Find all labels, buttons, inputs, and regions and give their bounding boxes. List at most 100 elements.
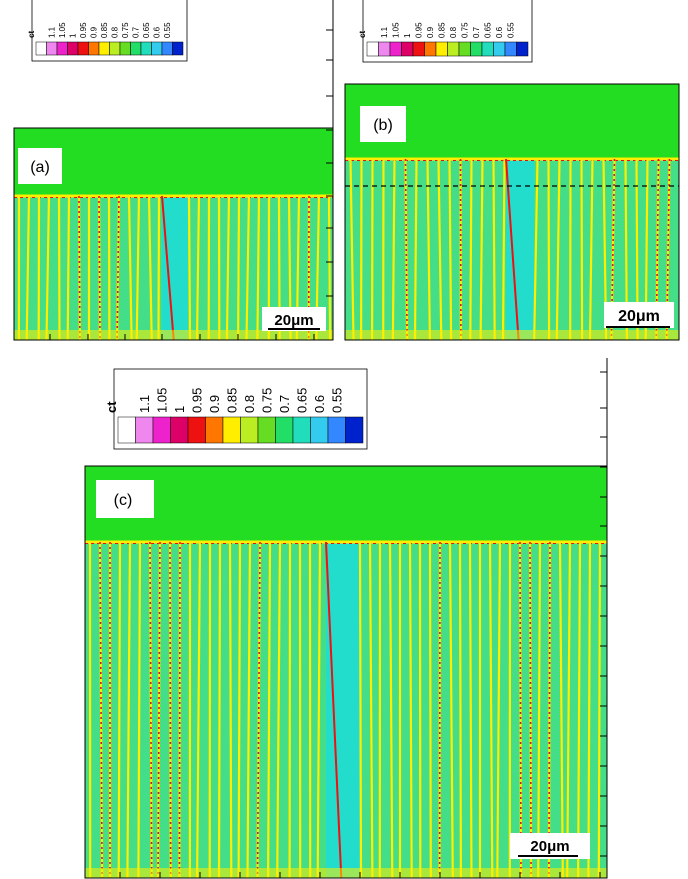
- legend-value: 1: [403, 33, 412, 38]
- wide-grain-core: [326, 542, 360, 878]
- legend-value: 0.8: [111, 26, 120, 38]
- legend-value: 0.9: [426, 26, 435, 38]
- legend-swatch: [119, 41, 131, 56]
- solute-segregation: [519, 541, 522, 878]
- grain-boundary: [533, 158, 539, 340]
- legend-swatch: [345, 416, 364, 444]
- legend-swatch: [435, 41, 448, 57]
- grain-boundary: [391, 158, 396, 340]
- panel-b-label-box: [360, 106, 406, 142]
- grain-boundary: [267, 541, 272, 878]
- legend-swatch: [257, 416, 276, 444]
- grain-boundary: [537, 541, 542, 878]
- grain-boundary: [57, 195, 61, 340]
- legend-swatch: [151, 41, 163, 56]
- grain-boundary: [588, 158, 594, 340]
- grain-boundary: [225, 195, 231, 340]
- legend-swatch: [222, 416, 241, 444]
- grain-boundary: [580, 158, 584, 340]
- legend-swatch: [98, 41, 110, 56]
- legend-swatch: [504, 41, 517, 57]
- legend-value: 1.05: [154, 388, 169, 413]
- grain-boundary: [147, 195, 153, 340]
- grain-boundary: [558, 541, 564, 878]
- legend-title: ct: [27, 31, 36, 38]
- legend-value: 0.6: [312, 395, 327, 413]
- legend-value: 0.7: [277, 395, 292, 413]
- legend-value: 0.6: [495, 26, 504, 38]
- bottom-boundary-band: [85, 868, 607, 878]
- solute-segregation: [548, 541, 551, 878]
- legend-swatch: [187, 416, 206, 444]
- legend-swatch: [46, 41, 58, 56]
- legend-swatch: [424, 41, 437, 57]
- segregation-edge: [161, 195, 175, 340]
- bottom-boundary-band: [345, 330, 679, 340]
- legend-value: 0.95: [79, 22, 88, 38]
- grain-boundary: [45, 195, 51, 340]
- legend-swatch: [117, 416, 136, 444]
- legend-swatch: [35, 41, 47, 56]
- legend-swatch: [401, 41, 414, 57]
- legend-value: 0.9: [207, 395, 222, 413]
- legend-value: 0.55: [163, 22, 172, 38]
- panel-c-scale-text: 20μm: [530, 838, 569, 855]
- legend-swatch: [170, 416, 189, 444]
- panel-b-frame: [344, 83, 680, 341]
- legend-title: ct: [104, 401, 119, 413]
- panel-b-dendrites: [345, 157, 679, 340]
- legend-swatch: [389, 41, 402, 57]
- legend-swatch: [275, 416, 294, 444]
- grain-boundary: [413, 158, 418, 340]
- grain-boundary: [437, 158, 443, 340]
- grain-boundary: [577, 541, 582, 878]
- legend-value: 0.9: [90, 26, 99, 38]
- legend-swatch: [161, 41, 173, 56]
- panel-b-label: (b): [373, 117, 393, 134]
- legend-value: 0.65: [294, 388, 309, 413]
- bottom-boundary-band: [14, 330, 333, 340]
- legend-value: 0.85: [224, 388, 239, 413]
- grain-boundary: [469, 158, 473, 340]
- panel-a: (a) 20μm: [13, 0, 334, 341]
- legend-value: 1.05: [58, 22, 67, 38]
- panel-b: (b) 20μm: [344, 83, 680, 341]
- legend-value: 1: [172, 406, 187, 413]
- grain-boundary: [597, 541, 602, 878]
- legend-value: 1.05: [392, 22, 401, 38]
- legend-swatch: [447, 41, 460, 57]
- legend-swatch: [88, 41, 100, 56]
- grain-boundary: [428, 541, 432, 878]
- segregation-edge: [325, 541, 343, 878]
- legend-value: 0.65: [142, 22, 151, 38]
- grain-boundary: [195, 195, 201, 340]
- panel-a-dendrites: [14, 194, 333, 340]
- legend-swatch: [378, 41, 391, 57]
- legend-swatch: [240, 416, 259, 444]
- grain-boundary: [448, 158, 453, 340]
- grain-boundary: [137, 541, 142, 878]
- legend-swatch: [327, 416, 346, 444]
- segregation-edge: [505, 158, 520, 340]
- wide-grain-core: [506, 159, 534, 340]
- grain-boundary: [126, 541, 132, 878]
- grain-boundary: [458, 541, 462, 878]
- legend-value: 1.1: [380, 26, 389, 38]
- grain-boundary: [246, 541, 252, 878]
- panel-c: (c) 20μm: [84, 358, 608, 879]
- legend-swatch: [481, 41, 494, 57]
- panel-a-scale-box: [262, 307, 326, 331]
- grain-boundary: [217, 541, 222, 878]
- panel-a-label: (a): [30, 159, 50, 176]
- legend-swatch: [458, 41, 471, 57]
- panel-b-scale-box: [604, 302, 674, 328]
- solute-segregation: [404, 158, 408, 340]
- grain-boundary: [501, 158, 506, 340]
- legend-swatch: [77, 41, 89, 56]
- legend-value: 0.85: [100, 22, 109, 38]
- legend-large-c: ct 1.1 1.05 1 0.95 0.9 0.85 0.8 0.75 0.7 0.65 0.6 0.…: [104, 368, 368, 450]
- legend-swatch: [109, 41, 121, 56]
- panel-a-label-box: [18, 148, 62, 184]
- legend-value: 0.6: [153, 26, 162, 38]
